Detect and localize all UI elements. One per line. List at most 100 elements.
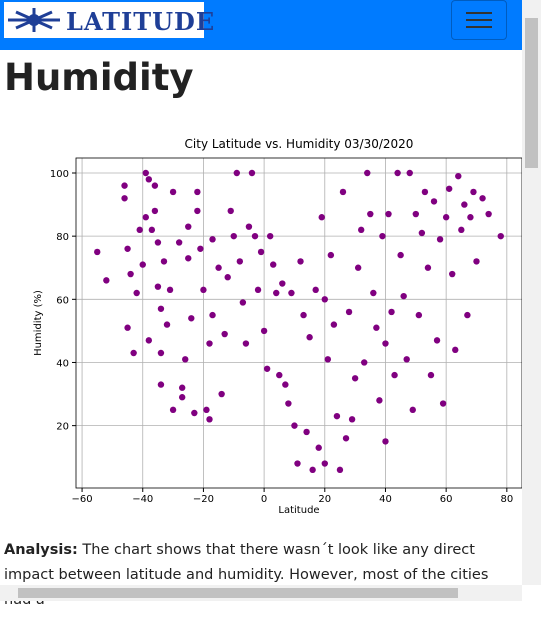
point bbox=[206, 340, 213, 347]
point bbox=[157, 349, 165, 357]
analysis-label: Analysis: bbox=[4, 542, 78, 558]
point bbox=[215, 264, 222, 271]
point bbox=[470, 188, 477, 196]
point bbox=[266, 232, 274, 240]
vertical-scrollbar[interactable] bbox=[522, 0, 541, 585]
point bbox=[385, 210, 392, 218]
point bbox=[445, 185, 453, 192]
y-tick-label: 100 bbox=[50, 169, 69, 180]
point bbox=[364, 169, 371, 177]
point bbox=[133, 289, 140, 297]
point bbox=[169, 188, 177, 196]
x-axis-label: Latitude bbox=[278, 505, 319, 516]
point bbox=[185, 223, 192, 230]
point bbox=[388, 308, 395, 316]
point bbox=[209, 311, 216, 319]
point bbox=[373, 324, 380, 331]
logo[interactable]: LATITUDE bbox=[4, 2, 214, 38]
point bbox=[351, 375, 359, 382]
point bbox=[449, 270, 456, 278]
point bbox=[397, 251, 404, 259]
x-tick-label: −60 bbox=[72, 494, 93, 505]
point bbox=[433, 337, 441, 344]
point bbox=[406, 169, 413, 177]
point bbox=[130, 349, 137, 357]
chart-title: City Latitude vs. Humidity 03/30/2020 bbox=[185, 137, 414, 151]
point bbox=[339, 188, 347, 196]
point bbox=[273, 289, 280, 297]
point bbox=[297, 258, 304, 265]
y-tick-label: 40 bbox=[56, 358, 69, 369]
y-tick-label: 80 bbox=[56, 232, 69, 243]
point bbox=[245, 223, 253, 230]
point bbox=[236, 258, 244, 265]
point bbox=[288, 289, 295, 297]
point bbox=[276, 371, 283, 379]
point bbox=[348, 416, 356, 423]
y-axis-label: Humidity (%) bbox=[33, 290, 44, 356]
point bbox=[224, 274, 231, 281]
point bbox=[194, 207, 201, 215]
point bbox=[424, 264, 432, 271]
point bbox=[230, 232, 237, 240]
point bbox=[263, 365, 271, 372]
point bbox=[239, 299, 247, 306]
point bbox=[485, 210, 492, 218]
point bbox=[439, 400, 447, 407]
point bbox=[464, 311, 471, 319]
point bbox=[370, 289, 377, 297]
point bbox=[394, 169, 401, 177]
point bbox=[157, 305, 165, 312]
point bbox=[200, 286, 207, 294]
point bbox=[333, 412, 341, 420]
x-tick-label: −40 bbox=[132, 494, 153, 505]
point bbox=[473, 258, 480, 265]
point bbox=[233, 169, 241, 177]
x-tick-label: 20 bbox=[318, 494, 331, 505]
point bbox=[221, 330, 228, 338]
point bbox=[303, 428, 310, 436]
point bbox=[169, 406, 177, 414]
point bbox=[354, 264, 362, 271]
point bbox=[412, 210, 420, 218]
point bbox=[145, 176, 153, 183]
point bbox=[436, 236, 444, 243]
point bbox=[294, 460, 301, 467]
point bbox=[430, 198, 438, 205]
point bbox=[300, 311, 307, 319]
logo-icon bbox=[8, 8, 60, 32]
point bbox=[121, 195, 128, 202]
point bbox=[379, 232, 386, 240]
point bbox=[367, 210, 374, 218]
point bbox=[327, 251, 335, 259]
point bbox=[318, 214, 325, 221]
point bbox=[321, 460, 328, 467]
point bbox=[336, 466, 344, 474]
point bbox=[427, 371, 435, 379]
point bbox=[218, 390, 225, 398]
point bbox=[197, 245, 204, 252]
navbar: LATITUDE bbox=[0, 0, 522, 50]
point bbox=[257, 248, 265, 256]
point bbox=[285, 400, 292, 407]
point bbox=[400, 292, 407, 300]
point bbox=[145, 337, 153, 344]
x-tick-label: 80 bbox=[500, 494, 513, 505]
point bbox=[479, 195, 486, 202]
horizontal-scrollbar[interactable] bbox=[0, 585, 522, 601]
point bbox=[452, 346, 459, 354]
point bbox=[260, 327, 268, 335]
point bbox=[306, 334, 313, 341]
point bbox=[442, 214, 450, 221]
point bbox=[175, 239, 183, 246]
menu-button[interactable] bbox=[451, 0, 507, 40]
point bbox=[461, 201, 468, 208]
point bbox=[191, 409, 198, 417]
point bbox=[342, 435, 350, 442]
point bbox=[330, 321, 338, 328]
analysis: Analysis: The chart shows that there was… bbox=[4, 538, 516, 613]
point bbox=[291, 422, 298, 429]
analysis-text: The chart shows that there wasn´t look l… bbox=[4, 542, 489, 608]
point bbox=[124, 324, 131, 331]
